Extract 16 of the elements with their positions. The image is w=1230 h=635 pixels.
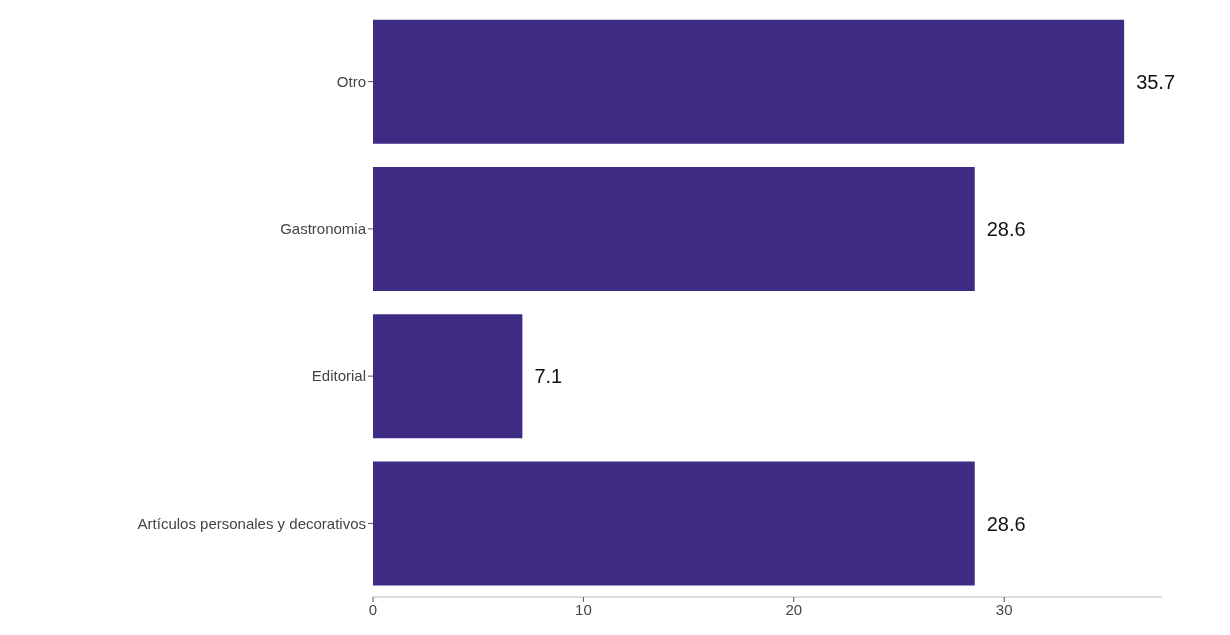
data-label: 35.7 <box>1136 70 1176 93</box>
y-tick-label: Artículos personales y decorativos <box>137 514 366 532</box>
bar <box>373 19 1125 144</box>
bar <box>373 167 975 292</box>
x-tick-label: 10 <box>575 600 592 618</box>
x-tick-label: 20 <box>785 600 803 618</box>
data-label: 28.6 <box>986 512 1026 535</box>
y-tick-label: Otro <box>336 72 366 90</box>
data-label: 7.1 <box>534 365 563 388</box>
x-tick-label: 30 <box>995 600 1013 618</box>
y-tick-label: Gastronomia <box>280 220 367 238</box>
bar <box>373 314 523 439</box>
bar <box>373 461 975 586</box>
data-label: 28.6 <box>986 218 1026 241</box>
y-tick-label: Editorial <box>311 367 366 385</box>
x-tick-label: 0 <box>368 600 378 618</box>
